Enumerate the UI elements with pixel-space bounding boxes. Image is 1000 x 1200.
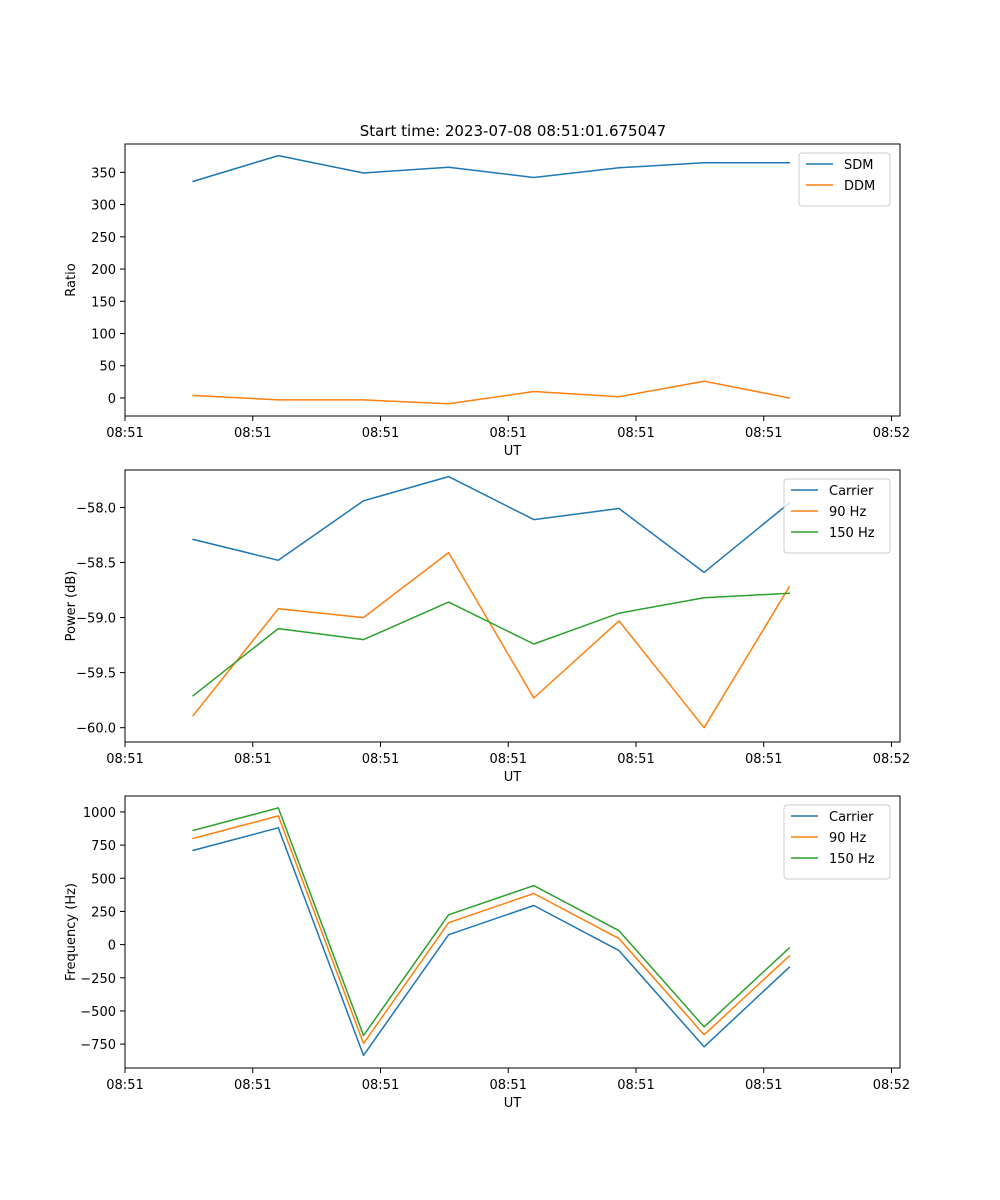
x-tick-label: 08:51 bbox=[106, 752, 143, 767]
y-tick-label: 0 bbox=[108, 392, 116, 407]
x-tick-label: 08:51 bbox=[234, 752, 271, 767]
y-tick-label: 0 bbox=[108, 939, 116, 954]
subplots: 08:51 08:51 08:51 08:51 08:51 08:51 08:52 0 50 10… bbox=[64, 143, 910, 1111]
x-tick-label: 08:52 bbox=[873, 426, 910, 441]
x-tick-label: 08:51 bbox=[362, 426, 399, 441]
series-line-carrier bbox=[192, 475, 791, 574]
x-tick-label: 08:51 bbox=[362, 752, 399, 767]
series-line-90-hz bbox=[192, 551, 791, 729]
legend-label: 90 Hz bbox=[829, 505, 866, 520]
series-line-150-hz bbox=[192, 592, 791, 697]
y-tick-label: 50 bbox=[99, 360, 116, 375]
legend-label: 150 Hz bbox=[829, 526, 875, 541]
y-tick-label: −750 bbox=[80, 1038, 116, 1053]
x-tick-label: 08:51 bbox=[490, 752, 527, 767]
legend-frame bbox=[783, 804, 891, 880]
x-tick-label: 08:51 bbox=[106, 1078, 143, 1093]
legend-frame bbox=[783, 478, 891, 554]
legend-label: DDM bbox=[844, 179, 875, 194]
x-tick-label: 08:51 bbox=[490, 1078, 527, 1093]
y-tick-label: −500 bbox=[80, 1005, 116, 1020]
y-tick-label: 250 bbox=[91, 905, 116, 920]
y-axis-label: Frequency (Hz) bbox=[64, 883, 79, 981]
y-tick-label: 500 bbox=[91, 872, 116, 887]
legend-label: SDM bbox=[844, 158, 873, 173]
legend-label: Carrier bbox=[829, 484, 874, 499]
x-tick-label: 08:52 bbox=[873, 1078, 910, 1093]
axes-frame bbox=[124, 795, 901, 1069]
y-tick-label: 750 bbox=[91, 839, 116, 854]
y-tick-label: 1000 bbox=[83, 806, 116, 821]
x-axis-label: UT bbox=[504, 444, 522, 459]
chart-title: Start time: 2023-07-08 08:51:01.675047 bbox=[360, 122, 666, 140]
legend-frame bbox=[798, 152, 891, 207]
y-tick-label: 250 bbox=[91, 231, 116, 246]
y-tick-label: 150 bbox=[91, 295, 116, 310]
x-tick-label: 08:51 bbox=[617, 426, 654, 441]
y-tick-label: −59.0 bbox=[76, 612, 116, 627]
x-tick-label: 08:51 bbox=[490, 426, 527, 441]
legend: Carrier 90 Hz 150 Hz bbox=[783, 804, 891, 880]
y-axis-label: Ratio bbox=[64, 263, 79, 296]
axes-frame bbox=[124, 143, 901, 417]
y-tick-label: 200 bbox=[91, 263, 116, 278]
legend: Carrier 90 Hz 150 Hz bbox=[783, 478, 891, 554]
subplot-2: 08:51 08:51 08:51 08:51 08:51 08:51 08:52 −60.0… bbox=[64, 469, 910, 785]
y-tick-label: −250 bbox=[80, 972, 116, 987]
x-tick-label: 08:51 bbox=[106, 426, 143, 441]
x-tick-label: 08:51 bbox=[234, 426, 271, 441]
x-tick-label: 08:51 bbox=[617, 752, 654, 767]
x-tick-label: 08:51 bbox=[617, 1078, 654, 1093]
y-tick-label: −59.5 bbox=[76, 667, 116, 682]
series-line-90-hz bbox=[192, 815, 791, 1045]
y-tick-label: 350 bbox=[91, 166, 116, 181]
x-tick-label: 08:51 bbox=[234, 1078, 271, 1093]
legend-label: 90 Hz bbox=[829, 831, 866, 846]
series-line-carrier bbox=[192, 827, 791, 1057]
legend-label: 150 Hz bbox=[829, 852, 875, 867]
x-tick-label: 08:51 bbox=[745, 1078, 782, 1093]
x-tick-label: 08:51 bbox=[362, 1078, 399, 1093]
x-axis-label: UT bbox=[504, 770, 522, 785]
subplot-1: 08:51 08:51 08:51 08:51 08:51 08:51 08:52 0 50 10… bbox=[64, 143, 910, 459]
y-tick-label: −58.5 bbox=[76, 557, 116, 572]
y-tick-label: 300 bbox=[91, 199, 116, 214]
subplot-3: 08:51 08:51 08:51 08:51 08:51 08:51 08:52 −750 −… bbox=[64, 795, 910, 1111]
y-tick-label: −60.0 bbox=[76, 722, 116, 737]
x-axis-label: UT bbox=[504, 1096, 522, 1111]
axes-frame bbox=[124, 469, 901, 743]
y-axis-label: Power (dB) bbox=[64, 571, 79, 642]
series-line-sdm bbox=[192, 154, 791, 183]
y-tick-label: −58.0 bbox=[76, 501, 116, 516]
y-tick-label: 100 bbox=[91, 327, 116, 342]
series-line-ddm bbox=[192, 380, 791, 405]
x-tick-label: 08:52 bbox=[873, 752, 910, 767]
x-tick-label: 08:51 bbox=[745, 426, 782, 441]
legend: SDM DDM bbox=[798, 152, 891, 207]
x-tick-label: 08:51 bbox=[745, 752, 782, 767]
series-line-150-hz bbox=[192, 807, 791, 1037]
legend-label: Carrier bbox=[829, 810, 874, 825]
